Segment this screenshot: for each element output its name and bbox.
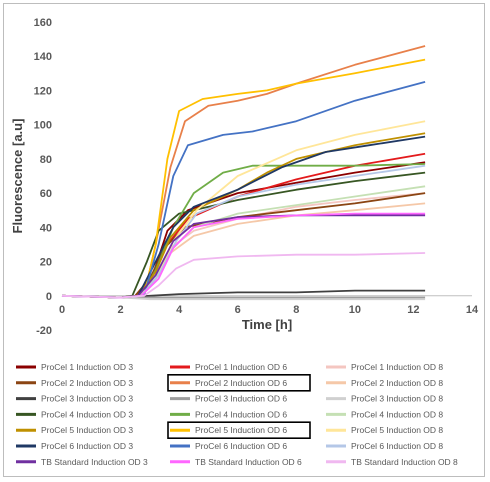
series-line-2 (61, 152, 426, 299)
legend-entry-label: ProCel 5 Induction OD 6 (195, 425, 287, 435)
legend-entry-label: ProCel 2 Induction OD 8 (351, 378, 443, 388)
legend-entry-label: ProCel 3 Induction OD 8 (351, 394, 443, 404)
x-tick-label: 0 (59, 304, 65, 316)
legend-highlight-box (167, 373, 311, 392)
series-line-11 (61, 163, 426, 299)
y-tick-label: 100 (34, 120, 52, 132)
legend-highlight-box (167, 421, 311, 440)
legend-entry-label: ProCel 6 Induction OD 8 (351, 441, 443, 451)
y-tick-label: 160 (34, 17, 52, 29)
legend-entry-label: ProCel 2 Induction OD 6 (195, 378, 287, 388)
y-tick-label: 40 (40, 222, 52, 234)
y-tick-labels: -20 0 20 40 60 80 100 120 140 160 (34, 17, 52, 337)
legend-entry-label: ProCel 4 Induction OD 6 (195, 409, 287, 419)
series-line-12 (61, 185, 426, 299)
series-line-21 (61, 252, 426, 299)
y-tick-label: 0 (46, 291, 52, 303)
legend-entry-label: ProCel 5 Induction OD 3 (41, 425, 133, 435)
y-tick-label: 140 (34, 51, 52, 63)
x-tick-label: 10 (349, 304, 361, 316)
legend-entry-label: ProCel 6 Induction OD 3 (41, 441, 133, 451)
series-line-5 (61, 45, 426, 299)
x-tick-label: 6 (235, 304, 241, 316)
legend-entry-label: ProCel 1 Induction OD 3 (41, 362, 133, 372)
legend-entry-label: TB Standard Induction OD 3 (41, 457, 148, 467)
legend-entry-label: ProCel 4 Induction OD 8 (351, 409, 443, 419)
x-tick-label: 4 (176, 304, 183, 316)
x-tick-label: 14 (466, 304, 479, 316)
chart-frame (3, 3, 485, 477)
series-line-7 (61, 289, 426, 299)
legend-entry-label: ProCel 6 Induction OD 6 (195, 441, 287, 451)
x-tick-label: 12 (407, 304, 419, 316)
legend-entry-label: ProCel 5 Induction OD 8 (351, 425, 443, 435)
x-axis-title: Time [h] (242, 317, 292, 332)
y-tick-label: 80 (40, 154, 52, 166)
legend-entry-label: ProCel 3 Induction OD 6 (195, 394, 287, 404)
y-tick-label: 20 (40, 257, 52, 269)
y-tick-label: -20 (36, 325, 52, 337)
y-axis-title: Fluorescence [a.u] (10, 119, 25, 234)
series-line-1 (61, 161, 426, 299)
legend-entry-label: ProCel 1 Induction OD 8 (351, 362, 443, 372)
legend-entry-label: TB Standard Induction OD 6 (195, 457, 302, 467)
legend-entry-label: ProCel 4 Induction OD 3 (41, 409, 133, 419)
legend: ProCel 1 Induction OD 3 ProCel 1 Inductio… (16, 362, 458, 467)
legend-entry-label: ProCel 3 Induction OD 3 (41, 394, 133, 404)
plot-area (61, 45, 426, 301)
x-tick-label: 8 (293, 304, 299, 316)
series-line-17 (61, 81, 426, 299)
y-tick-label: 60 (40, 188, 52, 200)
legend-entry-label: ProCel 1 Induction OD 6 (195, 362, 287, 372)
x-tick-label: 2 (118, 304, 124, 316)
y-tick-label: 120 (34, 85, 52, 97)
x-tick-labels: 0 2 4 6 8 10 12 14 (59, 304, 479, 316)
legend-entry-label: TB Standard Induction OD 8 (351, 457, 458, 467)
legend-entry-label: ProCel 2 Induction OD 3 (41, 378, 133, 388)
